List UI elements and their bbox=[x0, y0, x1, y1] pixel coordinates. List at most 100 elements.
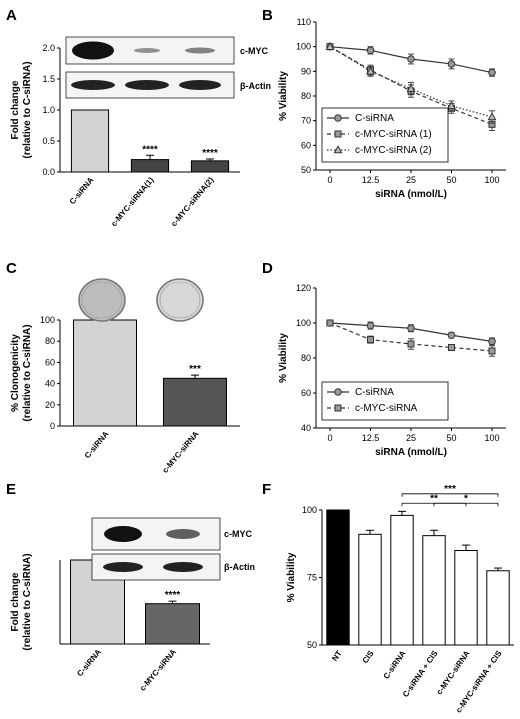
y-tick-label: 1.0 bbox=[42, 105, 55, 115]
y-tick-label: 90 bbox=[301, 66, 311, 76]
y-tick-label: 60 bbox=[45, 357, 55, 367]
colony-plate bbox=[156, 278, 204, 322]
panel-a-chart: 0.0 0.5 1.0 1.5 2.0 Fold change (relative to C… bbox=[10, 43, 240, 228]
legend-box bbox=[321, 381, 449, 421]
colony-plate-rim bbox=[159, 281, 201, 319]
bar bbox=[163, 377, 227, 427]
x-tick-label: 50 bbox=[446, 175, 456, 185]
x-tick-label: 12.5 bbox=[362, 175, 380, 185]
x-tick-label: 25 bbox=[406, 175, 416, 185]
panel-e-blots: c-MYC β-Actin bbox=[91, 517, 255, 581]
x-tick-label: 12.5 bbox=[362, 433, 380, 443]
x-axis-label: siRNA (nmol/L) bbox=[375, 447, 447, 458]
x-tick-label: 50 bbox=[446, 433, 456, 443]
panel-letter-d: D bbox=[262, 260, 273, 277]
colony-plate bbox=[78, 278, 126, 322]
y-tick-label: 50 bbox=[301, 165, 311, 175]
legend-label: c-MYC-siRNA bbox=[355, 403, 418, 414]
blot-actin-band-1 bbox=[163, 562, 203, 572]
blot-actin-band-0 bbox=[103, 562, 143, 572]
x-tick-label: 0 bbox=[327, 175, 332, 185]
x-tick-label: 0 bbox=[327, 433, 332, 443]
legend: C-siRNA c-MYC-siRNA bbox=[321, 381, 449, 421]
y-tick-label: 0 bbox=[50, 421, 55, 431]
significance-label: **** bbox=[142, 144, 158, 155]
y-tick-label: 60 bbox=[301, 140, 311, 150]
x-axis-label: siRNA (nmol/L) bbox=[375, 189, 447, 200]
x-tick-label: NT bbox=[330, 649, 344, 663]
panel-b-chart: 50 60 70 80 90 100 110 0 12.5 25 50 100 siRNA (nmol/… bbox=[278, 17, 506, 200]
significance-label: *** bbox=[189, 364, 201, 375]
panel-c-plates bbox=[78, 278, 204, 322]
y-tick-label: 40 bbox=[301, 423, 311, 433]
x-tick-label: c-MYC-siRNA bbox=[138, 647, 178, 692]
x-tick-label: C-siRNA bbox=[382, 649, 408, 681]
data-point bbox=[447, 331, 456, 340]
blot-actin-band-0 bbox=[71, 80, 115, 90]
panel-a-blots: c-MYC β-Actin bbox=[65, 36, 271, 99]
y-tick-label: 80 bbox=[45, 336, 55, 346]
panel-letter-c: C bbox=[6, 260, 17, 277]
legend-box bbox=[321, 107, 449, 163]
x-tick-label: C-siRNA bbox=[83, 429, 111, 460]
data-point bbox=[407, 55, 415, 63]
significance-label: **** bbox=[202, 148, 218, 159]
bar bbox=[390, 514, 414, 646]
data-point bbox=[334, 114, 342, 122]
data-point bbox=[334, 404, 342, 412]
data-point bbox=[366, 321, 375, 330]
x-tick-label: c-MYC-siRNA(1) bbox=[109, 175, 156, 228]
legend-label: C-siRNA bbox=[355, 113, 394, 124]
bar bbox=[454, 550, 478, 646]
y-tick-label: 60 bbox=[301, 388, 311, 398]
panel-d-chart: 40 60 80 100 120 0 12.5 25 50 100 siRNA (nmol/L) % … bbox=[278, 283, 506, 458]
data-point bbox=[367, 336, 374, 344]
y-axis-label: Fold change bbox=[10, 572, 21, 631]
y-tick-label: 75 bbox=[307, 573, 317, 583]
y-tick-label: 110 bbox=[297, 17, 311, 27]
data-point bbox=[326, 319, 334, 327]
data-point bbox=[366, 46, 375, 55]
y-tick-label: 120 bbox=[296, 283, 311, 293]
legend-label: c-MYC-siRNA (1) bbox=[355, 129, 432, 140]
blot-cmyc-band-0 bbox=[104, 526, 142, 542]
bar bbox=[145, 603, 200, 645]
bar bbox=[422, 535, 446, 646]
data-point bbox=[334, 130, 342, 138]
bar bbox=[70, 109, 110, 173]
data-point bbox=[448, 344, 455, 351]
y-tick-label: 50 bbox=[307, 640, 317, 650]
data-point bbox=[488, 337, 496, 346]
y-tick-label: 80 bbox=[301, 91, 311, 101]
panel-c-chart: 0 20 40 60 80 100 % Clonogenicity (relative to … bbox=[10, 315, 240, 475]
data-point bbox=[333, 145, 343, 154]
y-tick-label: 100 bbox=[40, 315, 55, 325]
x-tick-label: CIS bbox=[361, 648, 376, 665]
panel-letter-e: E bbox=[6, 481, 16, 498]
bar bbox=[486, 570, 510, 646]
blot-label-actin: β-Actin bbox=[240, 81, 271, 91]
y-axis-label: % Viability bbox=[286, 552, 297, 602]
data-point bbox=[334, 388, 342, 396]
significance-label: **** bbox=[165, 590, 181, 601]
colony-plate-rim bbox=[81, 281, 123, 319]
blot-label-cmyc: c-MYC bbox=[240, 46, 269, 56]
data-point bbox=[407, 324, 415, 333]
panel-letter-a: A bbox=[6, 7, 17, 24]
data-point bbox=[447, 60, 456, 68]
panel-letter-f: F bbox=[262, 481, 271, 498]
bar bbox=[73, 319, 137, 427]
data-point bbox=[447, 101, 456, 110]
y-tick-label: 100 bbox=[296, 42, 311, 52]
data-point bbox=[407, 340, 415, 348]
x-tick-label: C-siRNA bbox=[75, 647, 103, 678]
y-tick-label: 80 bbox=[301, 353, 311, 363]
data-point bbox=[406, 83, 416, 92]
bar bbox=[130, 159, 170, 173]
x-tick-label: c-MYC-siRNA(2) bbox=[169, 175, 216, 228]
x-tick-label: 25 bbox=[406, 433, 416, 443]
blot-label-cmyc: c-MYC bbox=[224, 529, 253, 539]
y-tick-label: 1.5 bbox=[42, 74, 55, 84]
y-tick-label: 100 bbox=[296, 318, 311, 328]
